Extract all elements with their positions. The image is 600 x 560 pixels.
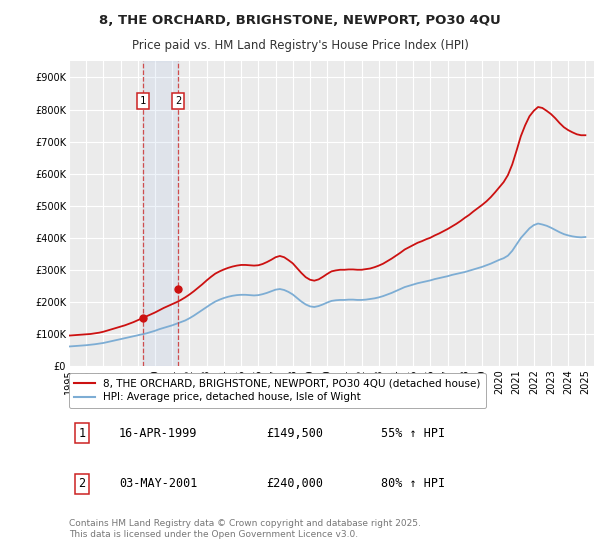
Text: 16-APR-1999: 16-APR-1999	[119, 427, 197, 440]
Text: £149,500: £149,500	[266, 427, 323, 440]
Text: 2: 2	[175, 96, 181, 106]
Text: 03-MAY-2001: 03-MAY-2001	[119, 477, 197, 490]
Text: 1: 1	[140, 96, 146, 106]
Text: Contains HM Land Registry data © Crown copyright and database right 2025.
This d: Contains HM Land Registry data © Crown c…	[69, 520, 421, 539]
Text: 1: 1	[79, 427, 86, 440]
Text: 55% ↑ HPI: 55% ↑ HPI	[382, 427, 445, 440]
Bar	[143, 62, 178, 366]
Text: 80% ↑ HPI: 80% ↑ HPI	[382, 477, 445, 490]
Text: £240,000: £240,000	[266, 477, 323, 490]
Text: 2: 2	[79, 477, 86, 490]
Text: 8, THE ORCHARD, BRIGHSTONE, NEWPORT, PO30 4QU: 8, THE ORCHARD, BRIGHSTONE, NEWPORT, PO3…	[99, 13, 501, 27]
Text: Price paid vs. HM Land Registry's House Price Index (HPI): Price paid vs. HM Land Registry's House …	[131, 40, 469, 53]
Legend: 8, THE ORCHARD, BRIGHSTONE, NEWPORT, PO30 4QU (detached house), HPI: Average pri: 8, THE ORCHARD, BRIGHSTONE, NEWPORT, PO3…	[69, 373, 486, 408]
